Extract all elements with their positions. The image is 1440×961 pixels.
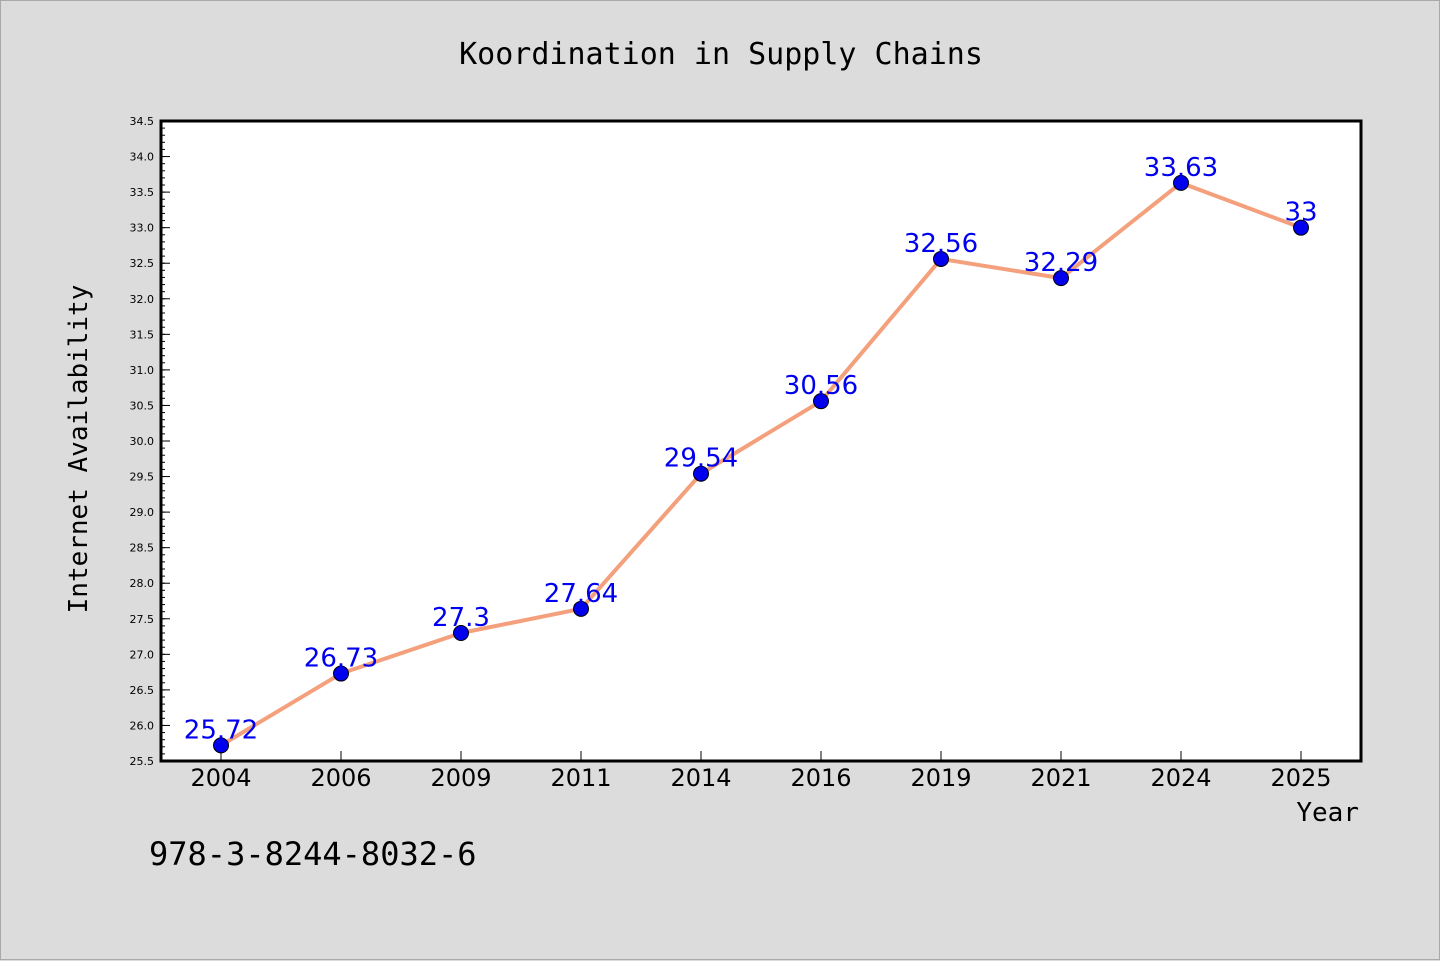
series-markers [213,174,1309,754]
x-tick-label: 2011 [550,764,611,792]
y-axis-label: Internet Availability [64,285,94,614]
data-point [453,625,469,641]
data-point [813,393,829,410]
data-label: 33 [1284,198,1317,228]
x-axis-ticks: 2004 2006 2009 2011 2014 2016 2019 2021 2024 2025 [190,751,1332,792]
data-point [1053,270,1069,287]
y-tick-label: 33.0 [130,222,155,235]
data-label: 32.29 [1024,248,1098,278]
data-label: 33.63 [1144,153,1218,183]
x-tick-label: 2009 [430,764,491,792]
y-tick-label: 28.0 [130,577,155,590]
data-label: 26.73 [304,644,378,674]
data-label: 27.3 [432,603,490,633]
data-point [933,250,949,267]
data-point [213,737,229,754]
y-tick-label: 32.0 [130,293,155,306]
x-tick-label: 2021 [1030,764,1091,792]
x-tick-label: 2024 [1150,764,1211,792]
y-tick-label: 27.0 [130,648,155,661]
y-tick-label: 32.5 [130,257,155,270]
data-label: 30.56 [784,371,858,401]
data-point [333,665,349,682]
x-tick-label: 2016 [790,764,851,792]
y-tick-label: 31.0 [130,364,155,377]
data-label: 25.72 [184,715,258,745]
x-tick-label: 2025 [1270,764,1331,792]
data-label: 29.54 [664,444,738,474]
y-axis-ticks: 25.5 26.0 26.5 27.0 27.5 28.0 28.5 29.0 29.5 30.0… [130,115,170,768]
x-tick-label: 2006 [310,764,371,792]
data-label: 27.64 [544,579,618,609]
plot-border [159,119,1363,763]
series-line [219,180,1302,748]
x-tick-label: 2019 [910,764,971,792]
y-tick-label: 34.0 [130,151,155,164]
y-tick-label: 26.5 [130,684,155,697]
x-axis-label: Year [1296,798,1359,828]
y-tick-label: 34.5 [130,115,155,128]
x-tick-label: 2004 [190,764,251,792]
data-point [693,465,709,482]
y-tick-label: 26.0 [130,719,155,732]
y-tick-label: 31.5 [130,328,155,341]
data-point [1173,174,1189,191]
x-tick-label: 2014 [670,764,731,792]
y-tick-label: 30.5 [130,399,155,412]
y-tick-label: 25.5 [130,755,155,768]
y-tick-label: 27.5 [130,613,155,626]
data-label: 32.56 [904,229,978,259]
footer-isbn: 978-3-8244-8032-6 [149,835,477,873]
y-tick-label: 29.5 [130,471,155,484]
data-point [573,600,589,617]
y-tick-label: 28.5 [130,542,155,555]
y-tick-label: 33.5 [130,186,155,199]
y-tick-label: 29.0 [130,506,155,519]
plot-area [161,121,1361,761]
y-tick-label: 30.0 [130,435,155,448]
data-labels: 25.72 26.73 27.3 27.64 29.54 30.56 32.56 32.29 3… [184,153,1318,745]
chart-title: Koordination in Supply Chains [459,37,983,72]
data-point [1293,219,1309,236]
